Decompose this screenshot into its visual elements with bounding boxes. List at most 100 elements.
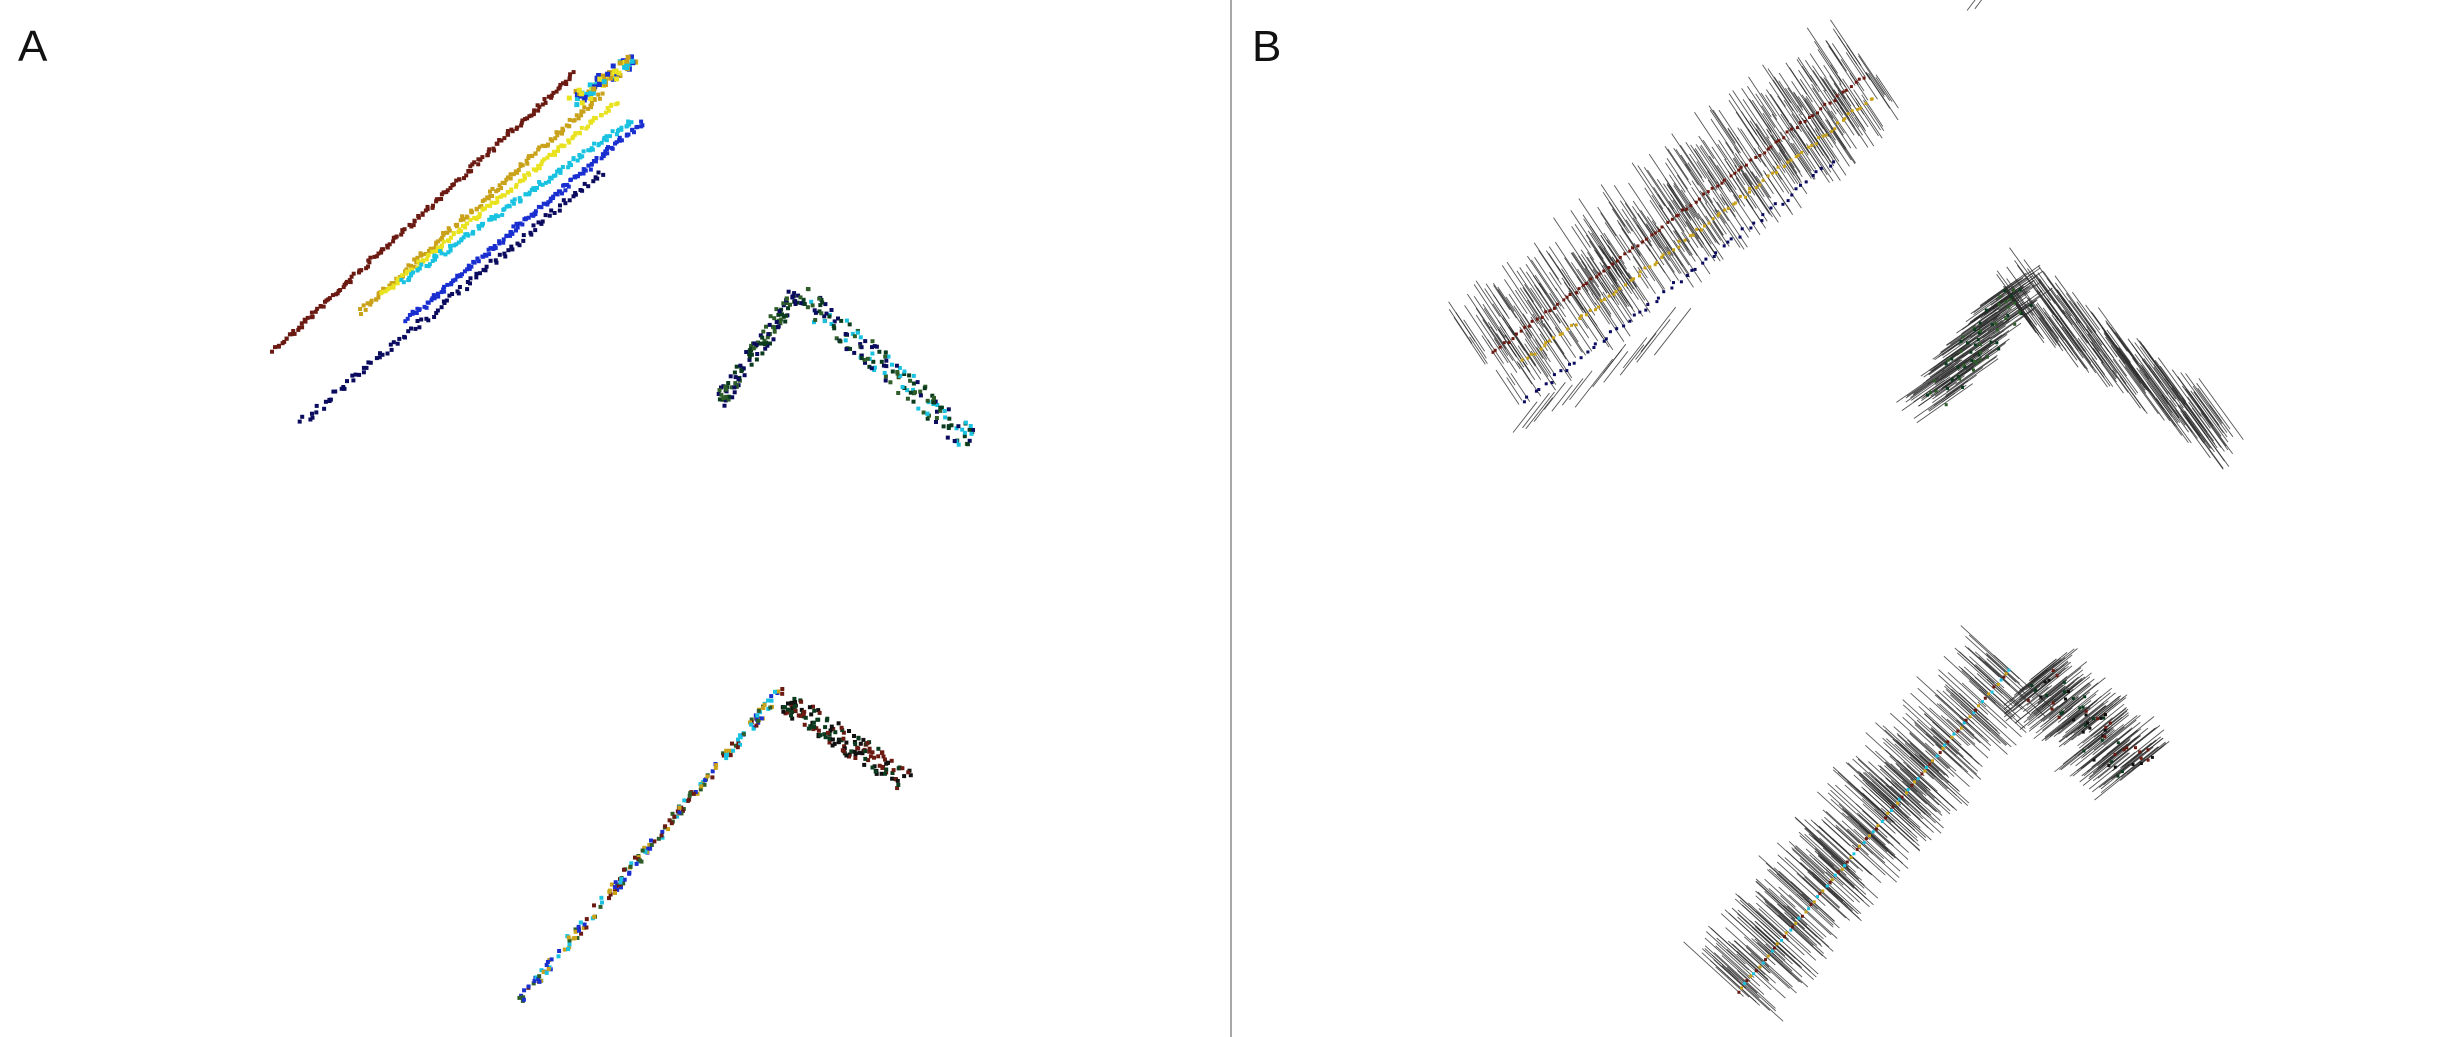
normal-vector (1899, 768, 1951, 815)
normal-vector (1601, 293, 1631, 337)
chevron-left-arm (716, 289, 801, 408)
normal-vector (1695, 144, 1723, 184)
normal-vector (1811, 120, 1840, 162)
point (1974, 708, 1977, 712)
point (573, 927, 578, 932)
normal-vector (1740, 160, 1759, 188)
normal-vector (1747, 86, 1776, 128)
normal-vector (1855, 98, 1883, 139)
point (422, 304, 427, 309)
normal-vector (1563, 281, 1584, 311)
point (885, 760, 890, 765)
point (2120, 770, 2124, 774)
point (780, 687, 785, 691)
point (619, 138, 624, 143)
normal-vector (1758, 855, 1818, 910)
normal-vector (1564, 294, 1589, 329)
normal-vector (1473, 296, 1498, 331)
band-head-cluster (566, 54, 639, 108)
point (584, 917, 589, 922)
point (563, 79, 568, 84)
point (476, 259, 481, 264)
point (852, 749, 857, 754)
point (445, 188, 450, 193)
point (536, 108, 541, 113)
point (2059, 711, 2063, 715)
normal-vector (1691, 180, 1708, 204)
normal-vector (1944, 685, 2000, 737)
normal-vector (1905, 712, 1946, 750)
point (859, 353, 864, 358)
point (567, 198, 572, 203)
normal-vector (1715, 942, 1755, 978)
point (1880, 820, 1884, 823)
point (504, 204, 509, 209)
normal-vector (1708, 925, 1770, 982)
point (1544, 341, 1548, 344)
normal-vector (1976, 320, 2010, 345)
point (1568, 362, 1571, 366)
point (526, 984, 531, 989)
point (358, 307, 363, 311)
point (1807, 145, 1811, 149)
normal-vector (2049, 712, 2080, 737)
normal-vector (1941, 336, 1993, 373)
normal-vector (1996, 295, 2040, 327)
normal-vector (1910, 692, 1969, 747)
point (625, 132, 630, 137)
point (830, 743, 835, 748)
point (761, 329, 766, 334)
point (685, 798, 690, 803)
normal-vector (1863, 100, 1885, 131)
normal-vector (1811, 83, 1845, 134)
normal-vector (1646, 216, 1674, 256)
normal-vector (1801, 66, 1820, 93)
point (361, 370, 366, 375)
normal-vector (2054, 275, 2097, 333)
point (1959, 349, 1963, 353)
point (736, 377, 741, 382)
normal-vector (1778, 80, 1802, 116)
normal-vector (1709, 109, 1740, 154)
point (798, 295, 803, 300)
normal-vector (1611, 256, 1631, 284)
point (619, 885, 623, 890)
normal-vector (1929, 707, 1971, 746)
point (1946, 740, 1950, 744)
point (1599, 299, 1603, 303)
point (586, 184, 591, 189)
normal-vector (1716, 165, 1733, 188)
point (2030, 684, 2034, 688)
point (1789, 928, 1793, 932)
point (1707, 221, 1711, 225)
normal-vector (1571, 226, 1595, 261)
point (521, 233, 526, 238)
point (297, 325, 302, 330)
normal-vector (1814, 136, 1835, 167)
normal-vector (1612, 291, 1634, 322)
point (586, 106, 591, 111)
point (879, 359, 884, 364)
point (1835, 94, 1839, 98)
point (733, 381, 738, 386)
normal-vector (1705, 215, 1726, 246)
point (509, 244, 514, 249)
normal-vector (1787, 127, 1817, 170)
point (633, 855, 637, 860)
normal-vector (1603, 343, 1627, 374)
normal-vector (1667, 148, 1689, 181)
point (1998, 295, 2002, 299)
normal-vector (1847, 815, 1888, 853)
point (640, 848, 645, 853)
normal-vector (2139, 362, 2180, 418)
point (1689, 204, 1693, 208)
normal-vector (1766, 136, 1799, 185)
normal-vector (1574, 358, 1614, 408)
point (540, 102, 545, 107)
point (536, 977, 541, 981)
normal-vector (1683, 941, 1744, 997)
point (432, 315, 437, 319)
point (461, 235, 466, 240)
point (478, 157, 483, 162)
point (1973, 328, 1977, 332)
